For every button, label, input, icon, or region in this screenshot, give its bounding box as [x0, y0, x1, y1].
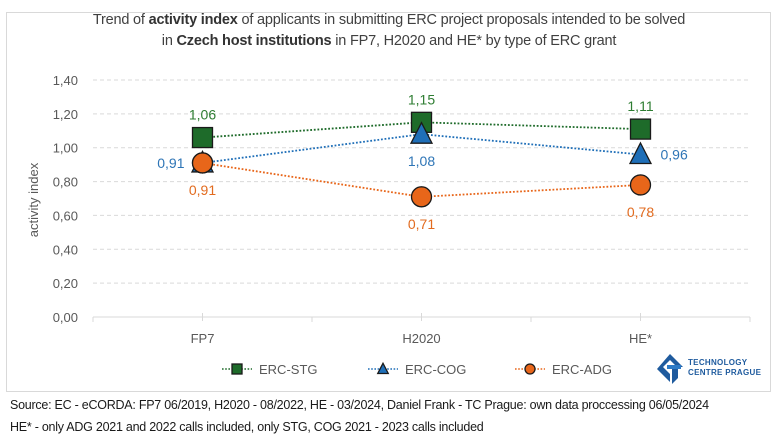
legend: ERC-STG ERC-COG ERC-ADG — [222, 361, 612, 377]
series-markers — [190, 111, 653, 208]
chart-title: Trend of activity index of applicants in… — [0, 10, 778, 52]
y-tick-label: 0,60 — [53, 208, 78, 223]
y-tick-label: 0,00 — [53, 310, 78, 325]
legend-item-erc-stg: ERC-STG — [222, 362, 318, 377]
legend-label: ERC-STG — [259, 362, 318, 377]
marker-erc-adg — [629, 174, 652, 196]
data-label-erc-stg: 1,15 — [408, 91, 435, 107]
y-tick-label: 1,00 — [53, 141, 78, 156]
data-label-erc-cog: 0,96 — [661, 146, 688, 162]
legend-item-erc-adg: ERC-ADG — [515, 362, 612, 377]
y-tick-label: 0,80 — [53, 175, 78, 190]
data-label-erc-adg: 0,71 — [408, 216, 435, 232]
series-line-erc-adg — [202, 162, 641, 198]
data-label-erc-stg: 1,06 — [189, 107, 216, 123]
y-tick-label: 0,20 — [53, 276, 78, 291]
legend-label: ERC-ADG — [552, 362, 612, 377]
data-label-erc-stg: 1,11 — [627, 98, 653, 114]
chart-title-line-2: in Czech host institutions in FP7, H2020… — [161, 33, 617, 49]
chart-title-line-1: Trend of activity index of applicants in… — [92, 12, 686, 28]
marker-erc-stg — [629, 118, 652, 140]
data-label-erc-adg: 0,78 — [627, 204, 654, 220]
source-note: Source: EC - eCORDA: FP7 06/2019, H2020 … — [10, 398, 709, 412]
x-axis: FP7 H2020 HE* — [92, 313, 751, 346]
series-line-erc-stg — [202, 121, 641, 139]
y-tick-label: 1,40 — [53, 73, 78, 88]
logo-line-1: TECHNOLOGY — [688, 358, 748, 367]
tc-logo-icon — [657, 354, 683, 384]
y-axis-label: activity index — [26, 162, 41, 237]
x-tick-label: H2020 — [402, 331, 440, 346]
technology-centre-prague-logo: TECHNOLOGY CENTRE PRAGUE — [655, 352, 765, 386]
marker-erc-stg — [191, 126, 214, 149]
legend-marker-circle — [524, 363, 536, 375]
marker-erc-cog — [628, 141, 653, 165]
x-tick-label: FP7 — [191, 331, 215, 346]
legend-marker-triangle — [376, 361, 390, 375]
logo-line-2: CENTRE PRAGUE — [688, 368, 762, 377]
marker-erc-adg — [410, 186, 433, 208]
he-footnote: HE* - only ADG 2021 and 2022 calls inclu… — [10, 420, 484, 434]
x-tick-label: HE* — [629, 331, 652, 346]
legend-marker-square — [231, 363, 243, 375]
data-label-erc-adg: 0,91 — [189, 182, 216, 198]
chart-frame — [6, 12, 771, 392]
marker-erc-adg — [191, 152, 214, 174]
data-labels: 1,06 1,15 1,11 0,91 1,08 0,96 0,91 0,71 0,78 — [157, 91, 688, 231]
data-label-erc-cog: 0,91 — [157, 155, 184, 171]
legend-item-erc-cog: ERC-COG — [368, 361, 466, 377]
marker-erc-cog — [409, 121, 434, 144]
legend-label: ERC-COG — [405, 362, 466, 377]
y-tick-label: 0,40 — [53, 242, 78, 257]
data-label-erc-cog: 1,08 — [408, 153, 435, 169]
y-tick-label: 1,20 — [53, 107, 78, 122]
y-axis-ticks: 0,00 0,20 0,40 0,60 0,80 1,00 1,20 1,40 — [53, 73, 78, 325]
